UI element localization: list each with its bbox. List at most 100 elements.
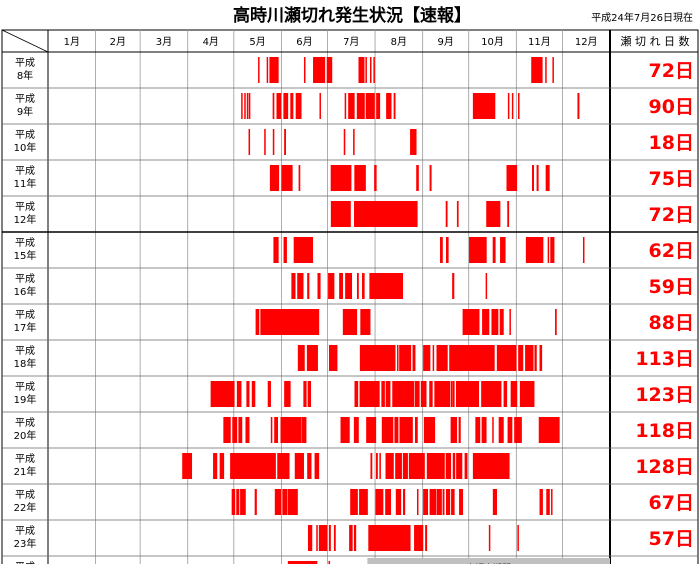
- dry-spell-bar: [506, 165, 518, 191]
- dry-spell-bar: [359, 489, 368, 515]
- month-labels: 1月 2月 3月 4月 5月 6月 7月 8月 9月 10月 11月 12月: [64, 36, 598, 48]
- dry-spell-bar: [313, 57, 326, 83]
- dry-spell-bar: [492, 237, 496, 263]
- dry-spell-bar: [282, 489, 288, 515]
- dry-spell-bar: [472, 453, 510, 479]
- row-year-label: 20年: [14, 429, 37, 442]
- dry-spell-bar: [365, 57, 367, 83]
- dry-spell-bar: [291, 273, 296, 299]
- dry-spell-bar: [241, 93, 243, 119]
- dry-spell-bar: [410, 129, 417, 155]
- month-label: 10月: [481, 36, 504, 48]
- dry-spell-bar: [492, 489, 497, 515]
- dry-spell-bar: [328, 561, 331, 564]
- dry-spell-bar: [248, 129, 251, 155]
- dry-spell-bar: [507, 201, 510, 227]
- dry-spell-bar: [293, 237, 314, 263]
- total-days: 118日: [635, 420, 694, 442]
- dry-spell-bar: [349, 525, 353, 551]
- dry-spell-bar: [246, 381, 250, 407]
- dry-spell-bar: [277, 453, 290, 479]
- total-days: 18日: [649, 132, 694, 154]
- dry-spell-bar: [358, 57, 365, 83]
- dry-spell-bar: [518, 93, 520, 119]
- dry-spell-bar: [260, 309, 320, 335]
- dry-spell-bar: [219, 453, 225, 479]
- dry-spell-bar: [539, 489, 543, 515]
- row-era-label: 平成: [15, 237, 35, 249]
- dry-spell-bar: [395, 489, 402, 515]
- dry-spell-bar: [456, 453, 463, 479]
- dry-spell-bar: [449, 345, 495, 371]
- dry-spell-bar: [452, 453, 456, 479]
- dry-spell-bar: [270, 417, 273, 443]
- dry-spell-bar: [274, 489, 282, 515]
- total-days: 62日: [649, 240, 694, 262]
- dry-spell-bar: [499, 309, 504, 335]
- dry-spell-bar: [255, 309, 260, 335]
- dry-spell-bar: [244, 93, 246, 119]
- table-border: [1, 29, 699, 564]
- dry-spell-bar: [266, 57, 269, 83]
- dry-spell-bar: [481, 381, 502, 407]
- dry-spell-bar: [340, 417, 350, 443]
- row-year-label: 12年: [14, 213, 37, 226]
- dry-spell-bar: [301, 417, 307, 443]
- row-year-label: 21年: [14, 465, 37, 478]
- dry-spell-bar: [399, 345, 412, 371]
- dry-spell-bar: [452, 381, 455, 407]
- dry-spell-bar: [385, 381, 391, 407]
- dry-spell-bar: [507, 93, 510, 119]
- dry-spell-bar: [283, 237, 287, 263]
- total-days: 67日: [649, 492, 694, 514]
- dry-spell-bar: [517, 525, 519, 551]
- dry-spell-bar: [577, 93, 580, 119]
- total-days: 72日: [649, 60, 694, 82]
- row-era-label: 平成: [15, 309, 35, 321]
- dry-spell-bar: [365, 93, 375, 119]
- row-year-label: 10年: [14, 141, 37, 154]
- row-era-label: 平成: [15, 273, 35, 285]
- dry-spell-bar: [492, 417, 494, 443]
- month-label: 11月: [528, 36, 551, 48]
- dry-spell-bar: [518, 345, 524, 371]
- dry-spell-bar: [551, 489, 553, 515]
- dry-spell-bar: [333, 525, 336, 551]
- month-label: 12月: [575, 36, 598, 48]
- dry-spell-bar: [370, 453, 373, 479]
- dry-spell-bar: [354, 381, 359, 407]
- dry-spell-bar: [264, 129, 266, 155]
- dry-spell-bar: [267, 381, 271, 407]
- dry-spell-bar: [274, 417, 279, 443]
- dry-spell-bar: [353, 417, 359, 443]
- dry-spell-bar: [582, 237, 585, 263]
- dry-spell-bar: [353, 525, 357, 551]
- dry-spell-bar: [319, 93, 321, 119]
- dry-spell-bar: [248, 93, 251, 119]
- dry-spell-bar: [412, 345, 416, 371]
- dry-spell-bar: [343, 129, 346, 155]
- month-label: 5月: [249, 36, 265, 48]
- dry-spell-bar: [328, 273, 335, 299]
- dry-spell-bar: [326, 57, 333, 83]
- dry-spell-bar: [392, 381, 415, 407]
- dry-spell-bar: [462, 309, 480, 335]
- dry-spell-bar: [414, 381, 420, 407]
- dry-spell-bar: [354, 201, 418, 227]
- total-header: 瀬 切 れ 日 数: [621, 34, 690, 48]
- dry-spell-bar: [283, 93, 289, 119]
- row-year-label: 16年: [14, 285, 37, 298]
- dry-spell-bar: [353, 129, 355, 155]
- total-days: 128日: [635, 456, 694, 478]
- dry-spell-bar: [456, 201, 459, 227]
- dry-spell-bar: [359, 345, 396, 371]
- dry-spell-bar: [416, 165, 419, 191]
- row-year-label: 11年: [14, 177, 37, 190]
- dry-spell-bar: [366, 417, 377, 443]
- month-label: 8月: [391, 36, 407, 48]
- dry-spell-bar: [182, 453, 193, 479]
